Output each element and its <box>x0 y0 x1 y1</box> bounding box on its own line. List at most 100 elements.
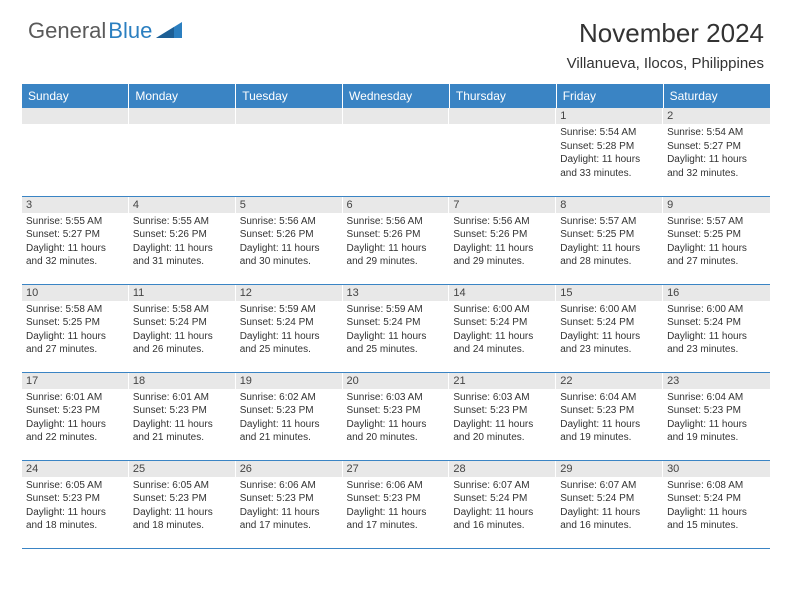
day-details: Sunrise: 5:54 AMSunset: 5:28 PMDaylight:… <box>556 124 663 183</box>
calendar-cell: 27Sunrise: 6:06 AMSunset: 5:23 PMDayligh… <box>343 460 450 548</box>
day-details: Sunrise: 6:06 AMSunset: 5:23 PMDaylight:… <box>236 477 343 536</box>
calendar-cell: 19Sunrise: 6:02 AMSunset: 5:23 PMDayligh… <box>236 372 343 460</box>
calendar-cell: 5Sunrise: 5:56 AMSunset: 5:26 PMDaylight… <box>236 196 343 284</box>
weekday-header: Saturday <box>663 84 770 108</box>
calendar-cell <box>22 108 129 196</box>
day-number: 18 <box>129 373 236 389</box>
day-details <box>22 124 129 129</box>
day-details: Sunrise: 6:05 AMSunset: 5:23 PMDaylight:… <box>129 477 236 536</box>
calendar-row: 24Sunrise: 6:05 AMSunset: 5:23 PMDayligh… <box>22 460 770 548</box>
day-number: 8 <box>556 197 663 213</box>
day-number <box>343 108 450 124</box>
day-number: 2 <box>663 108 770 124</box>
brand-logo: GeneralBlue <box>28 18 182 44</box>
weekday-header: Monday <box>129 84 236 108</box>
day-number: 10 <box>22 285 129 301</box>
calendar-cell: 14Sunrise: 6:00 AMSunset: 5:24 PMDayligh… <box>449 284 556 372</box>
calendar-cell: 6Sunrise: 5:56 AMSunset: 5:26 PMDaylight… <box>343 196 450 284</box>
calendar-cell: 29Sunrise: 6:07 AMSunset: 5:24 PMDayligh… <box>556 460 663 548</box>
day-number: 7 <box>449 197 556 213</box>
location-text: Villanueva, Ilocos, Philippines <box>567 55 764 72</box>
day-number: 3 <box>22 197 129 213</box>
calendar-cell: 24Sunrise: 6:05 AMSunset: 5:23 PMDayligh… <box>22 460 129 548</box>
day-details: Sunrise: 5:57 AMSunset: 5:25 PMDaylight:… <box>556 213 663 272</box>
day-details: Sunrise: 5:58 AMSunset: 5:24 PMDaylight:… <box>129 301 236 360</box>
weekday-header: Friday <box>556 84 663 108</box>
calendar-cell: 16Sunrise: 6:00 AMSunset: 5:24 PMDayligh… <box>663 284 770 372</box>
day-details: Sunrise: 6:00 AMSunset: 5:24 PMDaylight:… <box>663 301 770 360</box>
calendar-cell: 11Sunrise: 5:58 AMSunset: 5:24 PMDayligh… <box>129 284 236 372</box>
day-details: Sunrise: 5:55 AMSunset: 5:26 PMDaylight:… <box>129 213 236 272</box>
calendar-row: 17Sunrise: 6:01 AMSunset: 5:23 PMDayligh… <box>22 372 770 460</box>
day-details: Sunrise: 5:55 AMSunset: 5:27 PMDaylight:… <box>22 213 129 272</box>
day-details: Sunrise: 5:56 AMSunset: 5:26 PMDaylight:… <box>236 213 343 272</box>
weekday-header: Wednesday <box>343 84 450 108</box>
day-details: Sunrise: 6:00 AMSunset: 5:24 PMDaylight:… <box>556 301 663 360</box>
day-details: Sunrise: 5:59 AMSunset: 5:24 PMDaylight:… <box>343 301 450 360</box>
day-number: 16 <box>663 285 770 301</box>
day-number: 9 <box>663 197 770 213</box>
day-number: 19 <box>236 373 343 389</box>
day-number: 30 <box>663 461 770 477</box>
header: GeneralBlue November 2024 Villanueva, Il… <box>0 0 792 76</box>
day-number: 1 <box>556 108 663 124</box>
weekday-header: Sunday <box>22 84 129 108</box>
day-number: 24 <box>22 461 129 477</box>
day-details: Sunrise: 6:05 AMSunset: 5:23 PMDaylight:… <box>22 477 129 536</box>
calendar-cell: 10Sunrise: 5:58 AMSunset: 5:25 PMDayligh… <box>22 284 129 372</box>
calendar-body: 1Sunrise: 5:54 AMSunset: 5:28 PMDaylight… <box>22 108 770 548</box>
day-number: 13 <box>343 285 450 301</box>
day-details <box>343 124 450 129</box>
logo-triangle-icon <box>156 18 182 44</box>
day-details: Sunrise: 6:03 AMSunset: 5:23 PMDaylight:… <box>449 389 556 448</box>
calendar-cell: 7Sunrise: 5:56 AMSunset: 5:26 PMDaylight… <box>449 196 556 284</box>
day-number: 23 <box>663 373 770 389</box>
day-details: Sunrise: 5:54 AMSunset: 5:27 PMDaylight:… <box>663 124 770 183</box>
calendar-cell: 1Sunrise: 5:54 AMSunset: 5:28 PMDaylight… <box>556 108 663 196</box>
day-number <box>22 108 129 124</box>
calendar-cell: 12Sunrise: 5:59 AMSunset: 5:24 PMDayligh… <box>236 284 343 372</box>
day-details: Sunrise: 6:08 AMSunset: 5:24 PMDaylight:… <box>663 477 770 536</box>
calendar-cell: 25Sunrise: 6:05 AMSunset: 5:23 PMDayligh… <box>129 460 236 548</box>
day-details: Sunrise: 6:01 AMSunset: 5:23 PMDaylight:… <box>129 389 236 448</box>
calendar-cell: 4Sunrise: 5:55 AMSunset: 5:26 PMDaylight… <box>129 196 236 284</box>
weekday-header: Thursday <box>449 84 556 108</box>
day-details: Sunrise: 6:07 AMSunset: 5:24 PMDaylight:… <box>449 477 556 536</box>
day-number <box>449 108 556 124</box>
brand-text-2: Blue <box>108 18 152 44</box>
calendar-cell: 28Sunrise: 6:07 AMSunset: 5:24 PMDayligh… <box>449 460 556 548</box>
day-number: 21 <box>449 373 556 389</box>
day-details: Sunrise: 6:07 AMSunset: 5:24 PMDaylight:… <box>556 477 663 536</box>
calendar-cell: 3Sunrise: 5:55 AMSunset: 5:27 PMDaylight… <box>22 196 129 284</box>
day-details <box>236 124 343 129</box>
day-details <box>449 124 556 129</box>
calendar-cell <box>449 108 556 196</box>
calendar-cell: 17Sunrise: 6:01 AMSunset: 5:23 PMDayligh… <box>22 372 129 460</box>
title-block: November 2024 Villanueva, Ilocos, Philip… <box>567 18 764 72</box>
calendar-cell: 15Sunrise: 6:00 AMSunset: 5:24 PMDayligh… <box>556 284 663 372</box>
day-number: 25 <box>129 461 236 477</box>
day-details: Sunrise: 5:57 AMSunset: 5:25 PMDaylight:… <box>663 213 770 272</box>
day-details: Sunrise: 6:02 AMSunset: 5:23 PMDaylight:… <box>236 389 343 448</box>
day-number: 5 <box>236 197 343 213</box>
calendar-row: 3Sunrise: 5:55 AMSunset: 5:27 PMDaylight… <box>22 196 770 284</box>
day-details: Sunrise: 6:04 AMSunset: 5:23 PMDaylight:… <box>663 389 770 448</box>
day-number: 28 <box>449 461 556 477</box>
day-number: 6 <box>343 197 450 213</box>
day-number: 14 <box>449 285 556 301</box>
day-number: 15 <box>556 285 663 301</box>
calendar-cell: 23Sunrise: 6:04 AMSunset: 5:23 PMDayligh… <box>663 372 770 460</box>
day-number: 20 <box>343 373 450 389</box>
day-number: 22 <box>556 373 663 389</box>
day-number: 11 <box>129 285 236 301</box>
day-details <box>129 124 236 129</box>
day-details: Sunrise: 6:04 AMSunset: 5:23 PMDaylight:… <box>556 389 663 448</box>
calendar-cell: 13Sunrise: 5:59 AMSunset: 5:24 PMDayligh… <box>343 284 450 372</box>
weekday-header: Tuesday <box>236 84 343 108</box>
brand-text-1: General <box>28 18 106 44</box>
day-number: 27 <box>343 461 450 477</box>
calendar-cell: 8Sunrise: 5:57 AMSunset: 5:25 PMDaylight… <box>556 196 663 284</box>
day-details: Sunrise: 6:06 AMSunset: 5:23 PMDaylight:… <box>343 477 450 536</box>
calendar-cell: 9Sunrise: 5:57 AMSunset: 5:25 PMDaylight… <box>663 196 770 284</box>
day-details: Sunrise: 6:01 AMSunset: 5:23 PMDaylight:… <box>22 389 129 448</box>
